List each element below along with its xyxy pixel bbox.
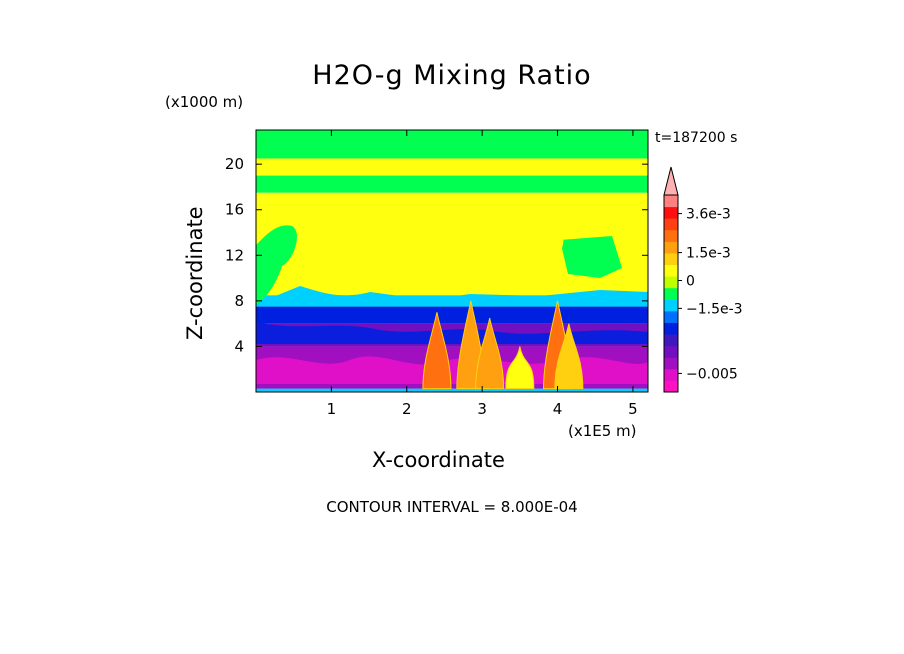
y-tick-label: 20 [225,155,244,173]
x-axis: 1 2 3 4 5 [327,130,638,418]
colorbar-swatch [664,206,678,219]
y-axis-label: Z-coordinate [183,206,207,340]
convective-plume [505,346,535,390]
field-band [256,306,648,324]
y-axis: 4 8 12 16 20 [225,155,648,355]
colorbar: 3.6e-3 1.5e-3 0 −1.5e-3 −0.005 [663,166,743,393]
green-patch [560,236,622,278]
colorbar-swatch [664,357,678,370]
convective-plume [422,312,452,390]
x-tick-label: 3 [477,400,487,418]
x-tick-label: 5 [628,400,638,418]
colorbar-swatch [664,252,678,266]
field-band [256,388,648,392]
colorbar-swatch [664,229,678,242]
colorbar-swatch [664,299,678,312]
y-tick-label: 8 [234,292,244,310]
colorbar-swatch [664,264,678,277]
cyan-band-wave [256,286,648,304]
chart-title: H2O-g Mixing Ratio [312,60,592,91]
colorbar-swatch [664,368,678,381]
colorbar-swatch [664,334,678,347]
plot-frame [255,129,649,393]
colorbar-label: 0 [686,273,695,289]
colorbar-swatch [664,218,678,231]
y-tick-label: 12 [225,246,244,264]
y-tick-label: 16 [225,201,244,219]
field-band [256,158,648,176]
x-tick-label: 1 [327,400,337,418]
field-band [256,175,648,193]
colorbar-swatch [664,287,678,300]
colorbar-label: 3.6e-3 [686,207,731,223]
x-tick-label: 2 [402,400,412,418]
x-tick-label: 4 [553,400,563,418]
anvil-cloud [358,217,564,280]
colorbar-swatch [664,322,678,335]
colorbar-swatch [664,241,678,254]
contour-interval-label: CONTOUR INTERVAL = 8.000E-04 [326,498,578,516]
colorbar-frame [663,194,679,393]
time-label: t=187200 s [655,130,738,146]
colorbar-swatch [664,380,678,393]
convective-plume [554,323,584,390]
colorbar-label: −0.005 [686,366,738,382]
y-tick-label: 4 [234,337,244,355]
x-axis-label: X-coordinate [372,448,505,472]
colorbar-swatch [664,195,678,208]
anvil-shape [358,217,564,280]
field-band [256,130,648,159]
colorbar-arrow [663,166,679,196]
green-patch [256,225,297,305]
colorbar-swatch [664,345,678,358]
colorbar-label: −1.5e-3 [686,301,743,317]
colorbar-swatch [664,276,678,289]
x-unit-label: (x1E5 m) [568,422,637,440]
colorbar-label: 1.5e-3 [686,246,731,262]
convective-plumes [422,300,584,390]
colorbar-swatch [664,310,678,323]
convective-plume [475,317,505,390]
y-unit-label: (x1000 m) [165,93,244,111]
